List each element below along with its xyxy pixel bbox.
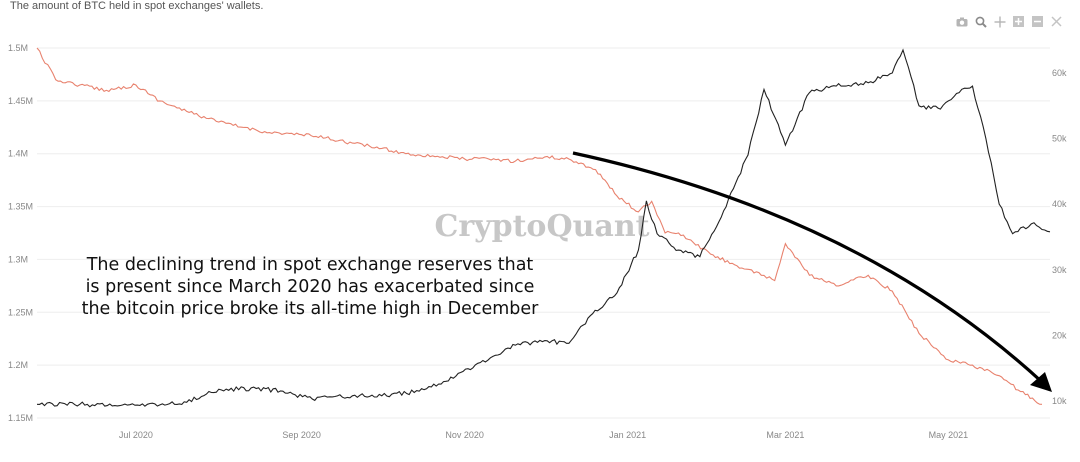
y-left-tick-label: 1.3M — [8, 254, 28, 264]
x-tick-label: Nov 2020 — [445, 430, 484, 440]
x-tick-label: Mar 2021 — [766, 430, 804, 440]
y-right-tick-label: 60k — [1052, 68, 1067, 78]
x-tick-label: Jul 2020 — [119, 430, 153, 440]
y-right-tick-label: 10k — [1052, 396, 1067, 406]
y-right-tick-label: 20k — [1052, 330, 1067, 340]
chart-title: The amount of BTC held in spot exchanges… — [10, 0, 264, 12]
y-right-tick-label: 50k — [1052, 134, 1067, 144]
y-left-tick-label: 1.5M — [8, 43, 28, 53]
y-left-tick-label: 1.15M — [8, 413, 33, 423]
y-right-tick-label: 30k — [1052, 265, 1067, 275]
series-group — [36, 47, 1051, 408]
y-left-tick-label: 1.35M — [8, 202, 33, 212]
x-axis: Jul 2020 Sep 2020 Nov 2020 Jan 2021 Mar 2021… — [119, 430, 968, 440]
trend-arrow-head — [1030, 372, 1052, 392]
trend-arrow-shaft — [572, 151, 1044, 384]
zoom-out-icon[interactable] — [1030, 14, 1045, 29]
price-series-line — [36, 48, 1051, 408]
reserve-series-line — [36, 47, 1043, 405]
annotation-text: The declining trend in spot exchange res… — [60, 254, 560, 320]
grid-lines — [37, 47, 1050, 419]
y-axis-left: 1.15M 1.2M 1.25M 1.3M 1.35M 1.4M 1.45M 1.5M — [8, 43, 33, 423]
zoom-in-icon[interactable] — [1011, 14, 1026, 29]
pan-icon[interactable] — [992, 14, 1007, 29]
chart-toolbar — [954, 14, 1064, 29]
camera-icon[interactable] — [954, 14, 969, 29]
y-axis-right: 10k 20k 30k 40k 50k 60k — [1052, 68, 1067, 406]
annotation-line-3: the bitcoin price broke its all-time hig… — [81, 299, 539, 319]
y-left-tick-label: 1.2M — [8, 360, 28, 370]
y-left-tick-label: 1.25M — [8, 307, 33, 317]
x-tick-label: Sep 2020 — [282, 430, 321, 440]
annotation-line-2: is present since March 2020 has exacerba… — [85, 277, 535, 297]
y-left-tick-label: 1.4M — [8, 149, 28, 159]
watermark: CryptoQuant — [434, 209, 649, 244]
x-tick-label: May 2021 — [929, 430, 969, 440]
trend-arrow — [572, 151, 1052, 392]
y-right-tick-label: 40k — [1052, 199, 1067, 209]
annotation-line-1: The declining trend in spot exchange res… — [86, 255, 534, 275]
zoom-icon[interactable] — [973, 14, 988, 29]
x-tick-label: Jan 2021 — [609, 430, 646, 440]
autoscale-icon[interactable] — [1049, 14, 1064, 29]
y-left-tick-label: 1.45M — [8, 96, 33, 106]
